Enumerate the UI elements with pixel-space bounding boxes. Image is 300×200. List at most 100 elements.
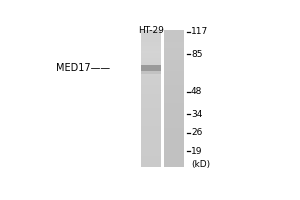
Bar	[141, 140, 161, 142]
Bar	[164, 126, 184, 128]
Bar	[141, 112, 161, 115]
Bar	[141, 149, 161, 151]
Bar	[164, 154, 184, 156]
Bar	[164, 71, 184, 74]
Bar	[164, 144, 184, 147]
Bar	[141, 76, 161, 78]
Bar	[164, 48, 184, 51]
Bar	[141, 87, 161, 90]
Bar	[141, 126, 161, 128]
Bar	[164, 76, 184, 78]
Bar	[164, 30, 184, 32]
Bar	[141, 90, 161, 92]
Bar	[141, 103, 161, 106]
Bar	[141, 39, 161, 42]
Text: HT-29: HT-29	[138, 26, 164, 35]
Bar	[141, 163, 161, 165]
Bar	[141, 92, 161, 94]
Bar	[164, 78, 184, 80]
Text: 117: 117	[191, 27, 208, 36]
Bar	[164, 92, 184, 94]
Bar	[164, 135, 184, 138]
Bar	[141, 37, 161, 39]
Bar	[164, 156, 184, 158]
Bar	[164, 51, 184, 53]
Bar	[164, 94, 184, 96]
Bar	[164, 106, 184, 108]
Bar	[164, 108, 184, 110]
Bar	[141, 80, 161, 83]
Bar	[164, 119, 184, 122]
Bar	[164, 112, 184, 115]
Bar	[141, 46, 161, 48]
Bar	[141, 142, 161, 144]
Bar	[141, 110, 161, 112]
Text: 48: 48	[191, 87, 202, 96]
Bar	[164, 37, 184, 39]
Bar	[164, 53, 184, 55]
Bar	[164, 44, 184, 46]
Bar	[141, 115, 161, 117]
Bar	[164, 149, 184, 151]
Bar	[141, 133, 161, 135]
Bar	[164, 138, 184, 140]
Bar	[164, 117, 184, 119]
Bar	[164, 42, 184, 44]
Bar	[141, 117, 161, 119]
Bar	[164, 140, 184, 142]
Bar	[141, 106, 161, 108]
Bar	[164, 158, 184, 160]
Bar	[141, 101, 161, 103]
Bar	[141, 58, 161, 60]
Bar	[141, 165, 161, 167]
Bar	[164, 110, 184, 112]
Bar	[141, 151, 161, 154]
Bar	[164, 101, 184, 103]
Bar	[141, 135, 161, 138]
Bar	[141, 53, 161, 55]
Bar	[164, 67, 184, 69]
Bar	[164, 133, 184, 135]
Bar	[164, 55, 184, 58]
Bar	[141, 138, 161, 140]
Bar	[164, 74, 184, 76]
Bar	[164, 90, 184, 92]
Text: 26: 26	[191, 128, 202, 137]
Bar	[164, 131, 184, 133]
Bar	[164, 60, 184, 62]
Bar	[164, 96, 184, 99]
Bar	[141, 119, 161, 122]
Bar	[141, 42, 161, 44]
Bar	[164, 99, 184, 101]
Bar	[141, 85, 161, 87]
Bar	[141, 131, 161, 133]
Bar	[164, 80, 184, 83]
Bar	[141, 44, 161, 46]
Text: 85: 85	[191, 50, 202, 59]
Bar	[164, 115, 184, 117]
Bar	[141, 48, 161, 51]
Bar	[141, 156, 161, 158]
Bar	[164, 64, 184, 67]
Bar	[141, 64, 161, 67]
Bar	[164, 151, 184, 154]
Bar	[141, 35, 161, 37]
Bar	[141, 154, 161, 156]
Bar	[164, 46, 184, 48]
Bar	[141, 55, 161, 58]
Bar	[164, 142, 184, 144]
Bar	[164, 83, 184, 85]
Bar	[164, 103, 184, 106]
Bar	[164, 87, 184, 90]
Bar	[141, 160, 161, 163]
Bar	[164, 147, 184, 149]
Bar	[164, 58, 184, 60]
Bar	[141, 71, 161, 74]
Text: 34: 34	[191, 110, 202, 119]
Text: (kD): (kD)	[191, 160, 210, 169]
Bar	[164, 163, 184, 165]
Bar	[164, 69, 184, 71]
Bar	[164, 39, 184, 42]
Bar	[164, 124, 184, 126]
Bar	[141, 94, 161, 96]
